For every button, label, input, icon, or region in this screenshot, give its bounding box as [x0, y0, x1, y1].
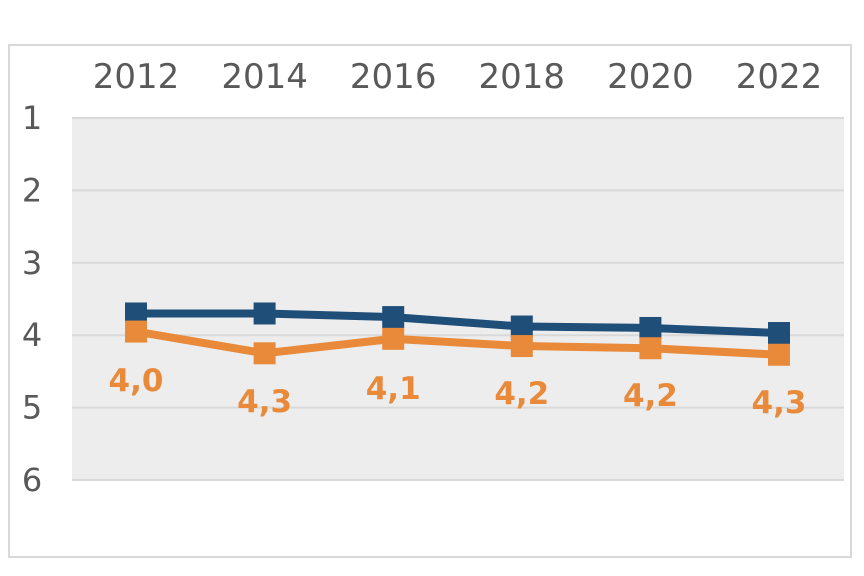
series-2-marker — [125, 320, 147, 343]
data-label: 4,3 — [237, 384, 292, 420]
x-tick-label: 2018 — [479, 57, 566, 97]
series-line-1 — [136, 309, 780, 338]
y-tick-label: 3 — [22, 244, 42, 282]
y-tick-label: 6 — [22, 461, 42, 499]
data-label: 4,2 — [623, 378, 678, 414]
y-tick-label: 2 — [22, 171, 42, 209]
y-tick-label: 5 — [22, 389, 42, 427]
series-1-marker — [639, 316, 662, 339]
series-2-marker — [510, 335, 533, 358]
data-label: 4,2 — [494, 376, 549, 412]
plot-area — [72, 118, 844, 480]
data-label: 4,1 — [366, 371, 421, 407]
series-2-marker — [768, 343, 790, 366]
y-tick-label: 4 — [22, 316, 42, 354]
series-1-marker — [125, 302, 147, 325]
x-tick-label: 2016 — [350, 57, 437, 97]
series-line-2 — [135, 327, 780, 359]
series-2-marker — [639, 337, 662, 360]
x-tick-label: 2012 — [93, 57, 180, 97]
x-tick-label: 2014 — [221, 57, 308, 97]
data-label: 4,3 — [752, 385, 807, 421]
data-label: 4,0 — [109, 363, 164, 399]
x-tick-label: 2020 — [607, 57, 694, 97]
series-2-marker — [382, 327, 405, 350]
series-2-marker — [253, 342, 276, 365]
series-1-marker — [253, 302, 276, 325]
series-1-marker — [768, 322, 790, 345]
series-1-marker — [382, 306, 405, 329]
x-tick-label: 2022 — [736, 57, 823, 97]
series-1-marker — [510, 315, 533, 338]
y-tick-label: 1 — [22, 99, 42, 137]
